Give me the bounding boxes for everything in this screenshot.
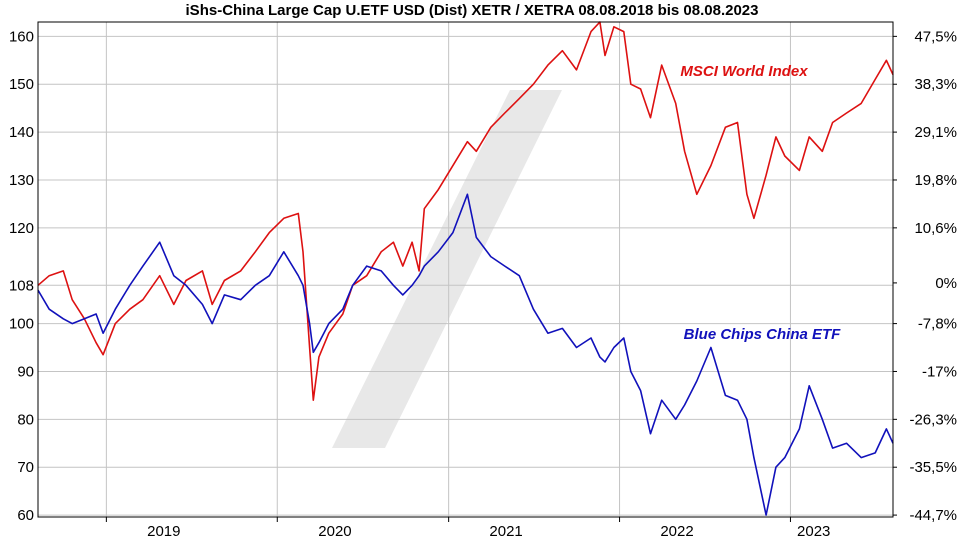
x-tick-label: 2023 (797, 523, 830, 540)
y-tick-label-right: -44,7% (909, 507, 957, 524)
y-tick-label-left: 80 (17, 411, 34, 428)
y-tick-label-right: -7,8% (918, 316, 957, 333)
series-label: Blue Chips China ETF (684, 326, 842, 343)
y-tick-label-right: -35,5% (909, 459, 957, 476)
x-tick-label: 2021 (489, 523, 522, 540)
x-tick-label: 2019 (147, 523, 180, 540)
chart-title: iShs-China Large Cap U.ETF USD (Dist) XE… (186, 2, 759, 19)
y-tick-label-right: 38,3% (914, 76, 957, 93)
y-tick-label-left: 60 (17, 507, 34, 524)
y-tick-label-left: 90 (17, 363, 34, 380)
plot-frame (37, 21, 894, 518)
grid (38, 22, 893, 517)
y-tick-label-right: 10,6% (914, 220, 957, 237)
series-line-msci-world (37, 21, 894, 402)
y-tick-label-left: 140 (9, 124, 34, 141)
y-tick-label-left: 70 (17, 459, 34, 476)
y-tick-label-right: -17% (922, 363, 957, 380)
plot-border (37, 21, 894, 518)
series-line-blue-chips-china (37, 193, 894, 516)
y-tick-label-left: 160 (9, 28, 34, 45)
y-tick-label-left: 120 (9, 220, 34, 237)
y-tick-label-left: 100 (9, 316, 34, 333)
series-label: MSCI World Index (680, 63, 808, 80)
y-tick-label-left: 130 (9, 172, 34, 189)
y-tick-label-left: 150 (9, 76, 34, 93)
y-tick-label-right: 19,8% (914, 172, 957, 189)
y-tick-label-right: 29,1% (914, 124, 957, 141)
axis-ticks: 60 70 80 90 100 108 120 130 140 150 160 47,5% 38,3% 2… (9, 28, 957, 540)
x-tick-label: 2022 (660, 523, 693, 540)
series-layer (37, 21, 894, 516)
y-tick-label-right: 0% (935, 275, 957, 292)
y-tick-label-right: -26,3% (909, 411, 957, 428)
x-tick-label: 2020 (318, 523, 351, 540)
y-tick-label-left: 108 (9, 277, 34, 294)
series-labels: MSCI World Index Blue Chips China ETF (680, 63, 841, 343)
y-tick-label-right: 47,5% (914, 28, 957, 45)
